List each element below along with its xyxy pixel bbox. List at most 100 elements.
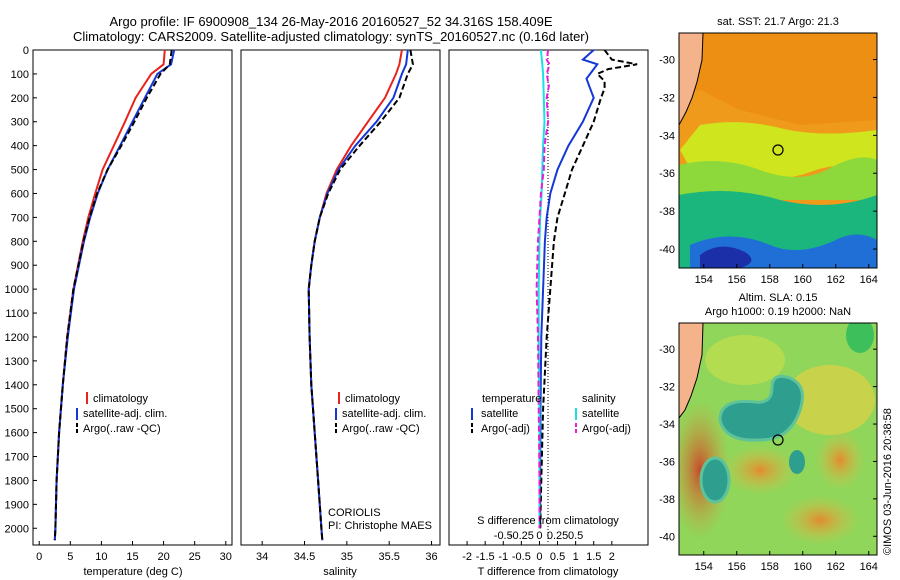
x-tick-label: -0.5 [512,551,531,563]
depth-tick-label: 1500 [5,404,29,416]
difference-axes-frame [448,49,649,546]
t-difference-satellite-line [539,49,599,529]
lat-tick-label: -38 [659,206,675,218]
header-title-1: Argo profile: IF 6900908_134 26-May-2016… [109,14,552,29]
s-difference-xlabel: S difference from climatology [477,515,619,527]
sst-cool-band [679,157,877,200]
sla-map-frame [678,322,878,556]
sla-low-eddy [789,450,805,474]
sla-high-patch [815,430,865,490]
sla-high-patch [780,495,860,545]
sla-map-subtitle: Argo h1000: 0.19 h2000: NaN [705,306,851,318]
lon-tick-label: 158 [761,561,779,573]
sst-map-frame [678,32,878,269]
depth-tick-label: 1800 [5,475,29,487]
temperature-panel: 0100200300400500600700800900100011001200… [5,45,233,578]
imos-watermark: ©IMOS 03-Jun-2016 20:38:58 [882,408,894,555]
sst-field [679,33,877,268]
difference-legend: temperature satellite Argo(-adj) salinit… [471,393,631,435]
salinity-xlabel: salinity [323,566,357,578]
depth-tick-label: 600 [11,188,29,200]
lat-tick-label: -30 [659,55,675,67]
x-tick-label: 35.5 [378,551,399,563]
legend-label-s-satellite: satellite [582,408,619,420]
sla-argo-location-marker [772,434,784,446]
t-difference-tick-labels: -2 -1.5 -1 -0.5 0 0.5 1 1.5 2 [462,541,615,563]
lon-tick-label: 164 [860,561,878,573]
temperature-climatology-line [53,49,166,541]
salinity-argo-line [307,49,414,541]
legend-label-climatology: climatology [345,393,401,405]
temperature-argo-line [53,49,173,541]
depth-tick-label: 0 [23,45,29,57]
s-difference-argo-line [535,49,551,529]
depth-tick-label: 1600 [5,428,29,440]
temperature-legend: climatology satellite-adj. clim. Argo(..… [76,392,167,435]
sst-deep-blue-patch [700,246,752,268]
lon-tick-label: 154 [695,561,713,573]
lat-tick-label: -38 [659,494,675,506]
sst-argo-location-marker [772,144,784,156]
s-difference-tick-label: 0 [536,530,542,542]
lon-tick-label: 164 [860,274,878,286]
lon-tick-label: 156 [728,274,746,286]
t-difference-xlabel: T difference from climatology [478,566,619,578]
sla-map-title: Altim. SLA: 0.15 [739,292,818,304]
depth-tick-label: 1300 [5,356,29,368]
header-title-2: Climatology: CARS2009. Satellite-adjuste… [73,29,589,44]
salinity-satellite-line [307,49,409,541]
depth-tick-label: 900 [11,260,29,272]
lat-tick-label: -34 [659,130,675,142]
depth-tick-label: 100 [11,69,29,81]
lon-tick-label: 158 [761,274,779,286]
x-tick-label: 1 [573,551,579,563]
depth-tick-label: 1000 [5,284,29,296]
x-tick-label: 34.5 [294,551,315,563]
legend-label-argo: Argo(..raw -QC) [83,423,161,435]
difference-series [535,49,638,529]
temperature-satellite-line [53,49,176,541]
depth-tick-label: 1100 [5,308,29,320]
depth-tick-label: 500 [11,165,29,177]
salinity-panel: 34 34.5 35 35.5 36 salinity climatology sate… [240,49,441,578]
lat-tick-label: -40 [659,244,675,256]
x-tick-label: -1.5 [476,551,495,563]
lon-tick-label: 154 [695,274,713,286]
x-tick-label: -1 [498,551,508,563]
s-difference-tick-label: -0.5 [494,530,513,542]
sst-map: sat. SST: 21.7 Argo: 21.3 154 156 158 160 16… [659,16,878,286]
lat-tick-label: -40 [659,531,675,543]
temperature-xlabel: temperature (deg C) [83,566,182,578]
s-difference-tick-label: 0.5 [568,530,583,542]
legend-label-climatology: climatology [93,393,149,405]
x-tick-label: 0 [536,551,542,563]
temperature-series [53,49,176,541]
x-tick-label: 2 [609,551,615,563]
sla-lon-tick-labels: 154 156 158 160 162 164 [695,551,878,573]
lon-tick-label: 160 [794,274,812,286]
sla-low-eddy [846,323,874,353]
x-tick-label: 20 [157,551,169,563]
salinity-series [307,49,414,541]
lon-tick-label: 156 [728,561,746,573]
x-tick-label: 34 [256,551,268,563]
salinity-axes-frame [240,49,441,546]
sst-warm-region [679,33,877,125]
lon-tick-label: 160 [794,561,812,573]
lon-tick-label: 162 [827,561,845,573]
salinity-tick-labels: 34 34.5 35 35.5 36 [256,541,438,563]
sla-map: Altim. SLA: 0.15 Argo h1000: 0.19 h2000:… [659,292,878,573]
coriolis-annotation: CORIOLIS [328,507,381,519]
s-difference-tick-label: -0.25 [509,530,534,542]
legend-label-s-argo: Argo(-adj) [582,423,631,435]
lat-tick-label: -36 [659,168,675,180]
lat-tick-label: -30 [659,344,675,356]
depth-tick-label: 2000 [5,523,29,535]
pi-annotation: PI: Christophe MAES [328,520,432,532]
temperature-tick-labels: 0 5 10 15 20 25 30 [36,541,232,563]
x-tick-label: -2 [462,551,472,563]
salinity-climatology-line [307,49,403,541]
sla-low-eddy [699,456,731,504]
depth-tick-label: 1200 [5,332,29,344]
sla-high-patch [722,445,798,495]
